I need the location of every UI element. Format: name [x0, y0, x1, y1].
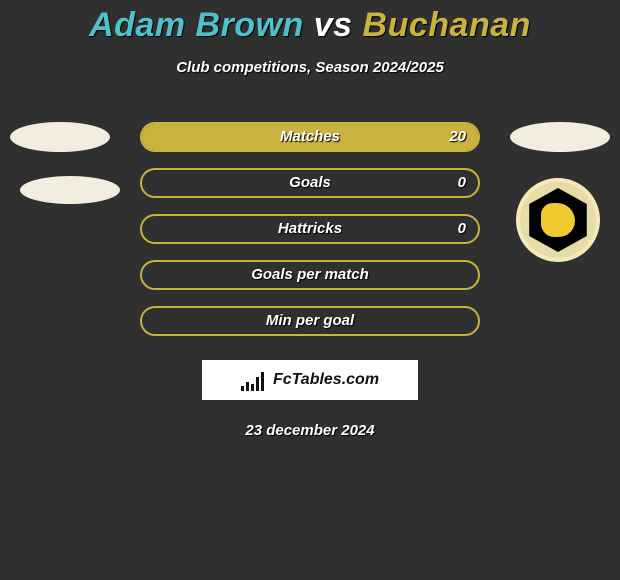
- player1-name: Adam Brown: [89, 6, 304, 44]
- player2-club-badge: [516, 178, 600, 262]
- bar-label: Min per goal: [142, 308, 478, 334]
- stat-bars: Matches 20 Goals 0 Hattricks 0 Goals per…: [140, 122, 480, 352]
- bar-label: Hattricks: [142, 216, 478, 242]
- player1-avatar-placeholder: [10, 122, 110, 152]
- subtitle: Club competitions, Season 2024/2025: [0, 59, 620, 76]
- bar-label: Matches: [142, 124, 478, 150]
- comparison-title: Adam Brown vs Buchanan: [0, 0, 620, 45]
- bar-label: Goals per match: [142, 262, 478, 288]
- player2-avatar-placeholder: [510, 122, 610, 152]
- stat-bar-goals-per-match: Goals per match: [140, 260, 480, 290]
- bar-value-right: 0: [458, 216, 466, 242]
- stat-bar-goals: Goals 0: [140, 168, 480, 198]
- stat-bar-hattricks: Hattricks 0: [140, 214, 480, 244]
- logo-text: FcTables.com: [273, 371, 379, 389]
- source-logo: FcTables.com: [202, 360, 418, 400]
- stat-bar-matches: Matches 20: [140, 122, 480, 152]
- bar-value-right: 0: [458, 170, 466, 196]
- vs-text: vs: [314, 6, 353, 44]
- bar-label: Goals: [142, 170, 478, 196]
- bar-value-right: 20: [449, 124, 466, 150]
- club-badge-wasp-icon: [541, 203, 575, 237]
- player2-name: Buchanan: [363, 6, 531, 44]
- stat-bar-min-per-goal: Min per goal: [140, 306, 480, 336]
- date-text: 23 december 2024: [0, 422, 620, 439]
- player1-club-placeholder: [20, 176, 120, 204]
- bar-chart-icon: [241, 369, 269, 391]
- club-badge-shield: [526, 188, 590, 252]
